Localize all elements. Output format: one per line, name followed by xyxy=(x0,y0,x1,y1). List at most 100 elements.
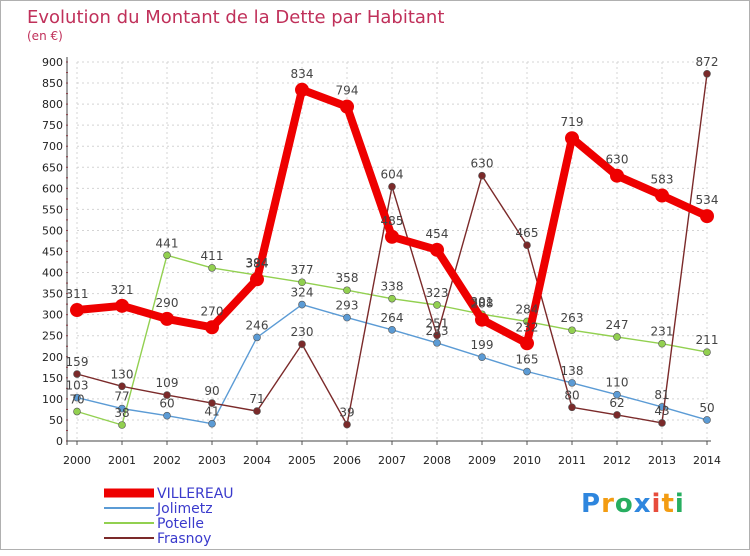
data-point xyxy=(250,272,264,287)
data-point xyxy=(568,403,576,412)
x-tick-label: 2009 xyxy=(468,454,496,467)
data-point xyxy=(163,251,171,260)
y-tick-label: 300 xyxy=(42,309,63,322)
x-tick-label: 2014 xyxy=(693,454,721,467)
data-label: 872 xyxy=(696,55,719,69)
data-point xyxy=(433,339,441,347)
data-label: 230 xyxy=(291,325,314,339)
data-label: 263 xyxy=(561,311,584,325)
data-label: 103 xyxy=(66,379,89,393)
data-point xyxy=(703,416,711,424)
axes: 0501001502002503003504004505005506006507… xyxy=(42,56,721,467)
data-point xyxy=(658,419,666,427)
data-point xyxy=(478,171,486,180)
legend-label: Potelle xyxy=(157,516,204,532)
data-point xyxy=(388,182,396,191)
data-label: 41 xyxy=(204,405,219,419)
data-label: 246 xyxy=(246,318,269,332)
data-point xyxy=(523,367,531,376)
data-point xyxy=(118,404,126,413)
data-label: 630 xyxy=(606,153,629,167)
data-point xyxy=(565,131,579,146)
y-tick-label: 800 xyxy=(42,98,63,111)
data-point xyxy=(253,407,261,415)
data-label: 301 xyxy=(471,295,494,309)
data-label: 199 xyxy=(471,338,494,352)
data-label: 109 xyxy=(156,376,179,390)
logo-letter: r xyxy=(601,489,615,519)
y-tick-label: 400 xyxy=(42,267,63,280)
data-label: 485 xyxy=(381,214,404,228)
data-point xyxy=(610,168,624,183)
legend-label: Jolimetz xyxy=(156,501,213,517)
y-tick-label: 350 xyxy=(42,288,63,301)
data-label: 411 xyxy=(201,249,224,263)
x-tick-label: 2002 xyxy=(153,454,181,467)
data-label: 90 xyxy=(204,384,219,398)
series-layer xyxy=(70,69,714,429)
data-point xyxy=(295,82,309,97)
y-tick-label: 500 xyxy=(42,224,63,237)
data-point xyxy=(163,411,171,420)
data-point xyxy=(343,420,351,429)
data-point xyxy=(73,393,81,402)
data-label: 311 xyxy=(66,287,89,301)
data-point xyxy=(703,69,711,78)
data-label: 321 xyxy=(111,283,134,297)
y-tick-label: 450 xyxy=(42,246,63,259)
data-label: 264 xyxy=(381,311,404,325)
data-label: 165 xyxy=(516,353,539,367)
data-label: 794 xyxy=(336,84,359,98)
data-point xyxy=(655,188,669,203)
data-label: 270 xyxy=(201,304,224,318)
data-point xyxy=(658,339,666,348)
logo-letter: P xyxy=(581,489,602,519)
data-point xyxy=(298,300,306,309)
data-label: 465 xyxy=(516,226,539,240)
data-point xyxy=(523,241,531,249)
data-label: 394 xyxy=(246,256,269,270)
data-point xyxy=(385,229,399,244)
data-label: 50 xyxy=(699,401,714,415)
data-label: 604 xyxy=(381,168,404,182)
data-label: 62 xyxy=(609,396,624,410)
data-label: 60 xyxy=(159,397,174,411)
data-label: 288 xyxy=(471,297,494,311)
data-label: 110 xyxy=(606,376,629,390)
data-point xyxy=(613,333,621,341)
data-label: 130 xyxy=(111,367,134,381)
x-tick-label: 2005 xyxy=(288,454,316,467)
x-tick-label: 2011 xyxy=(558,454,586,467)
data-point xyxy=(205,320,219,335)
data-label: 358 xyxy=(336,271,359,285)
data-point xyxy=(343,313,351,322)
data-point xyxy=(208,399,216,407)
data-label: 80 xyxy=(564,388,579,402)
data-label: 81 xyxy=(654,388,669,402)
proxiti-logo: Proxiti xyxy=(581,489,685,519)
data-label: 534 xyxy=(696,193,719,207)
data-point xyxy=(73,370,81,378)
data-point xyxy=(478,353,486,361)
data-label: 233 xyxy=(426,324,449,338)
data-label: 441 xyxy=(156,236,179,250)
x-tick-label: 2006 xyxy=(333,454,361,467)
data-point xyxy=(430,242,444,257)
data-label: 324 xyxy=(291,286,314,300)
x-tick-label: 2001 xyxy=(108,454,136,467)
y-tick-label: 900 xyxy=(42,56,63,69)
data-point xyxy=(520,336,534,351)
y-tick-label: 750 xyxy=(42,119,63,132)
data-point xyxy=(700,209,714,224)
data-point xyxy=(433,331,441,340)
data-label: 247 xyxy=(606,318,629,332)
data-point xyxy=(340,99,354,114)
logo-letter: i xyxy=(674,489,685,519)
data-label: 251 xyxy=(426,316,449,330)
data-point xyxy=(613,411,621,419)
y-tick-label: 850 xyxy=(42,77,63,90)
data-label: 290 xyxy=(156,296,179,310)
x-tick-label: 2010 xyxy=(513,454,541,467)
x-tick-label: 2007 xyxy=(378,454,406,467)
